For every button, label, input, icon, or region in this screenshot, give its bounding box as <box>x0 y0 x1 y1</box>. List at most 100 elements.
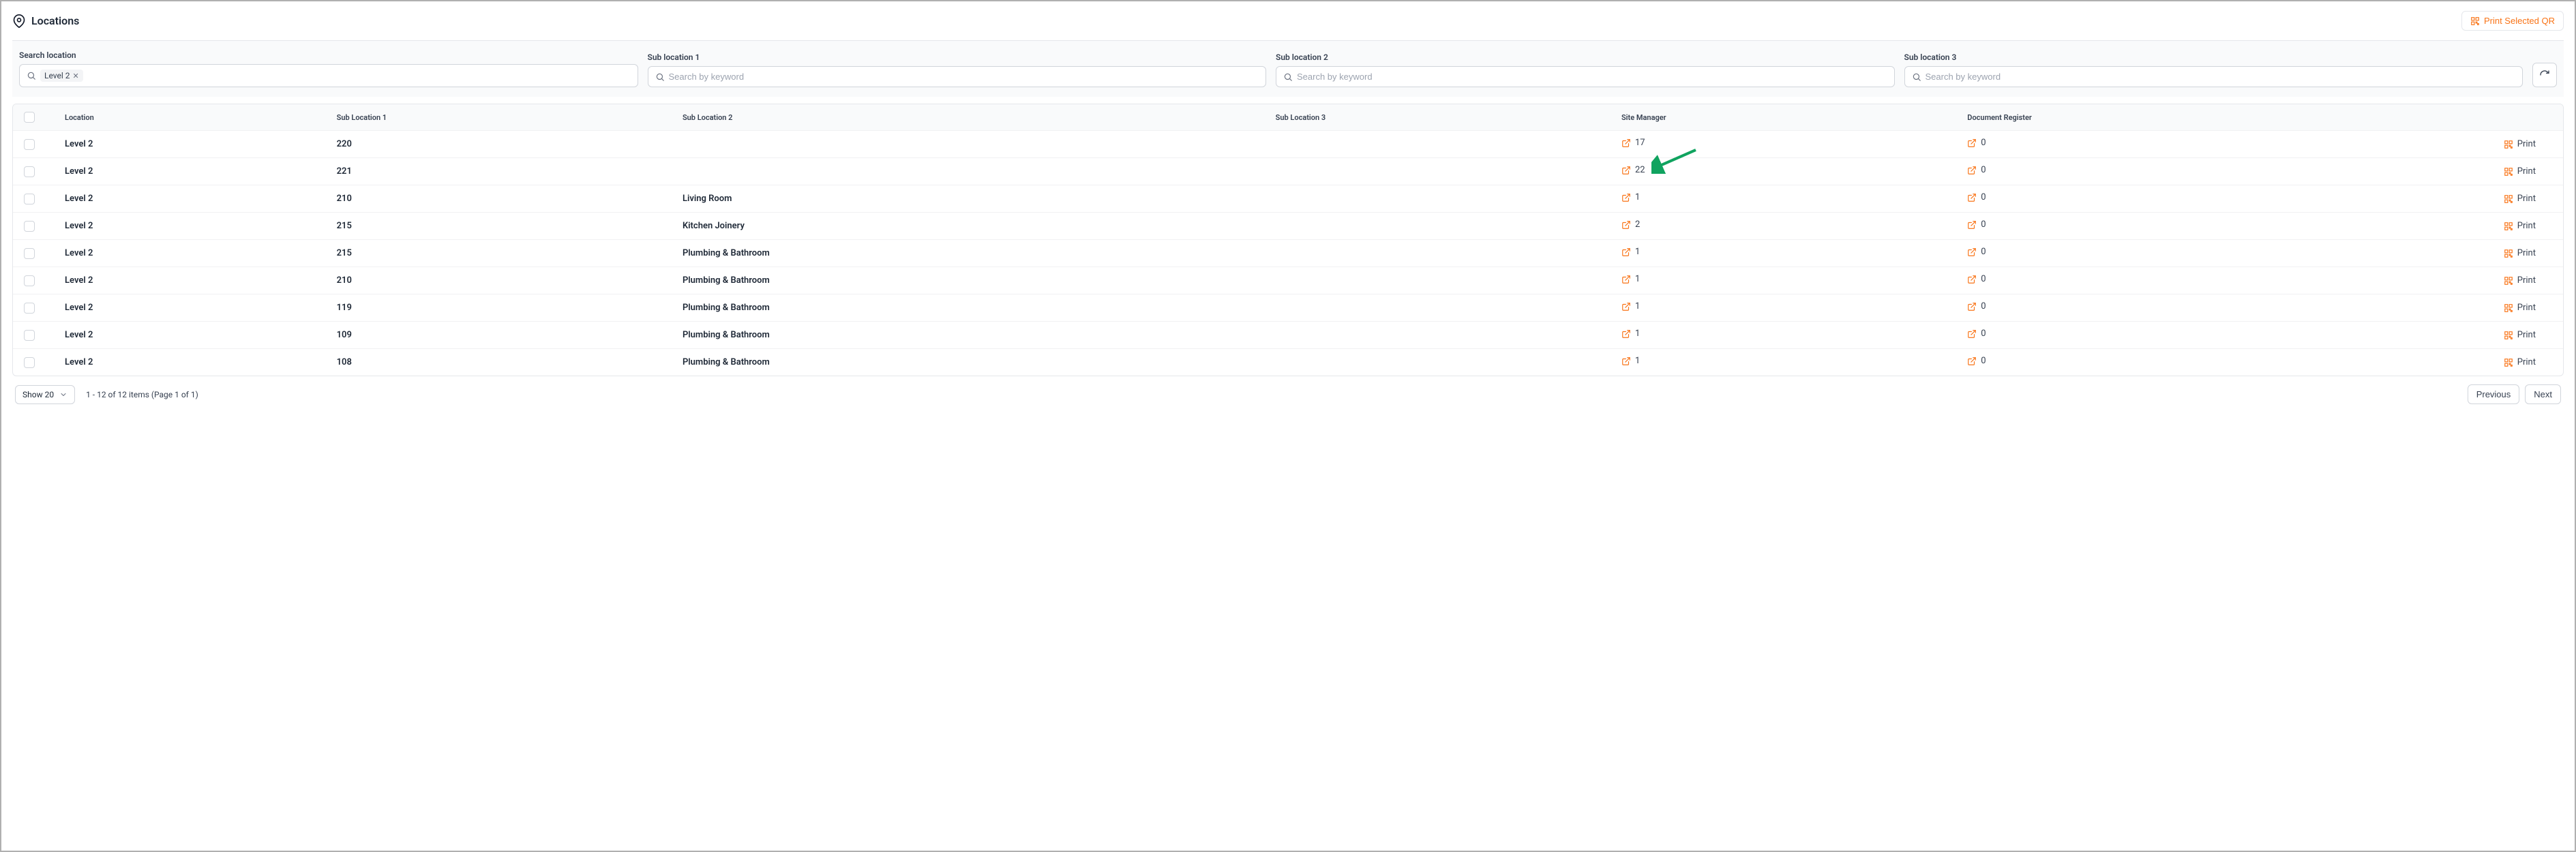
document-register-link[interactable]: 0 <box>1967 192 1986 202</box>
table-header: Location Sub Location 1 Sub Location 2 S… <box>13 104 2563 130</box>
site-manager-link[interactable]: 22 <box>1621 165 1645 175</box>
col-site-manager[interactable]: Site Manager <box>1617 113 1963 122</box>
qr-icon <box>2504 140 2513 149</box>
external-link-icon <box>1967 247 1977 257</box>
sub1-input[interactable] <box>669 72 1259 82</box>
cell-location: Level 2 <box>61 166 333 177</box>
print-selected-qr-button[interactable]: Print Selected QR <box>2461 11 2564 31</box>
print-label: Print <box>2517 330 2536 340</box>
table-row: Level 2210Plumbing & Bathroom10Print <box>13 267 2563 294</box>
print-row-button[interactable]: Print <box>2504 330 2536 340</box>
page-size-select[interactable]: Show 20 <box>15 385 75 404</box>
previous-button[interactable]: Previous <box>2468 384 2520 404</box>
site-manager-link[interactable]: 17 <box>1621 138 1645 148</box>
col-sub1[interactable]: Sub Location 1 <box>333 113 678 122</box>
cell-sub1: 215 <box>333 221 678 231</box>
document-register-link[interactable]: 0 <box>1967 247 1986 257</box>
sub1-label: Sub location 1 <box>648 52 1267 62</box>
col-location[interactable]: Location <box>61 113 333 122</box>
print-label: Print <box>2517 357 2536 367</box>
print-row-button[interactable]: Print <box>2504 221 2536 231</box>
print-label: Print <box>2517 221 2536 231</box>
cell-sub2: Plumbing & Bathroom <box>678 248 1272 258</box>
print-row-button[interactable]: Print <box>2504 139 2536 149</box>
document-register-count: 0 <box>1981 192 1986 202</box>
document-register-link[interactable]: 0 <box>1967 165 1986 175</box>
site-manager-link[interactable]: 1 <box>1621 274 1640 284</box>
col-sub3[interactable]: Sub Location 3 <box>1272 113 1617 122</box>
row-checkbox[interactable] <box>24 139 35 150</box>
chip-remove-icon[interactable]: ✕ <box>73 72 79 80</box>
sub3-input[interactable] <box>1926 72 2516 82</box>
site-manager-count: 1 <box>1635 356 1640 366</box>
site-manager-link[interactable]: 1 <box>1621 192 1640 202</box>
document-register-link[interactable]: 0 <box>1967 329 1986 339</box>
site-manager-link[interactable]: 1 <box>1621 356 1640 366</box>
qr-icon <box>2504 167 2513 177</box>
table-row: Level 2215Plumbing & Bathroom10Print <box>13 239 2563 267</box>
row-checkbox[interactable] <box>24 248 35 259</box>
site-manager-count: 2 <box>1635 219 1640 230</box>
cell-location: Level 2 <box>61 221 333 231</box>
document-register-count: 0 <box>1981 274 1986 284</box>
document-register-count: 0 <box>1981 165 1986 175</box>
sub1-input-wrap[interactable] <box>648 66 1267 87</box>
search-location-input[interactable] <box>87 71 631 81</box>
table-row: Level 2221 22 0 Print <box>13 157 2563 185</box>
row-checkbox[interactable] <box>24 275 35 286</box>
search-location-chip[interactable]: Level 2 ✕ <box>40 70 83 82</box>
site-manager-count: 1 <box>1635 192 1640 202</box>
document-register-link[interactable]: 0 <box>1967 219 1986 230</box>
cell-sub1: 119 <box>333 303 678 313</box>
sub2-label: Sub location 2 <box>1276 52 1895 62</box>
external-link-icon <box>1621 302 1631 311</box>
search-location-input-wrap[interactable]: Level 2 ✕ <box>19 64 638 87</box>
site-manager-link[interactable]: 2 <box>1621 219 1640 230</box>
sub2-input[interactable] <box>1297 72 1887 82</box>
site-manager-link[interactable]: 1 <box>1621 247 1640 257</box>
location-pin-icon <box>12 14 26 28</box>
row-checkbox[interactable] <box>24 303 35 314</box>
row-checkbox[interactable] <box>24 194 35 204</box>
search-icon <box>1283 72 1293 82</box>
table-row: Level 2220170Print <box>13 130 2563 157</box>
cell-location: Level 2 <box>61 139 333 149</box>
row-checkbox[interactable] <box>24 357 35 368</box>
external-link-icon <box>1967 220 1977 230</box>
print-row-button[interactable]: Print <box>2504 357 2536 367</box>
row-checkbox[interactable] <box>24 166 35 177</box>
row-checkbox[interactable] <box>24 221 35 232</box>
print-row-button[interactable]: Print <box>2504 248 2536 258</box>
document-register-link[interactable]: 0 <box>1967 274 1986 284</box>
site-manager-link[interactable]: 1 <box>1621 329 1640 339</box>
site-manager-count: 22 <box>1635 165 1645 175</box>
print-row-button[interactable]: Print <box>2504 303 2536 313</box>
row-checkbox[interactable] <box>24 330 35 341</box>
col-document-register[interactable]: Document Register <box>1963 113 2309 122</box>
print-row-button[interactable]: Print <box>2504 194 2536 204</box>
sub2-input-wrap[interactable] <box>1276 66 1895 87</box>
site-manager-link[interactable]: 1 <box>1621 301 1640 311</box>
sub3-input-wrap[interactable] <box>1904 66 2523 87</box>
cell-sub1: 210 <box>333 275 678 286</box>
document-register-link[interactable]: 0 <box>1967 356 1986 366</box>
document-register-link[interactable]: 0 <box>1967 301 1986 311</box>
cell-sub1: 221 <box>333 166 678 177</box>
external-link-icon <box>1621 220 1631 230</box>
select-all-checkbox[interactable] <box>24 112 35 123</box>
next-button[interactable]: Next <box>2525 384 2561 404</box>
print-row-button[interactable]: Print <box>2504 275 2536 286</box>
qr-icon <box>2504 276 2513 286</box>
site-manager-count: 1 <box>1635 247 1640 257</box>
refresh-icon <box>2539 70 2550 80</box>
document-register-count: 0 <box>1981 301 1986 311</box>
refresh-button[interactable] <box>2532 63 2557 87</box>
site-manager-count: 1 <box>1635 329 1640 339</box>
document-register-link[interactable]: 0 <box>1967 138 1986 148</box>
external-link-icon <box>1967 166 1977 175</box>
external-link-icon <box>1621 138 1631 148</box>
col-sub2[interactable]: Sub Location 2 <box>678 113 1272 122</box>
external-link-icon <box>1967 275 1977 284</box>
print-row-button[interactable]: Print <box>2504 166 2536 177</box>
page-title: Locations <box>31 14 79 27</box>
